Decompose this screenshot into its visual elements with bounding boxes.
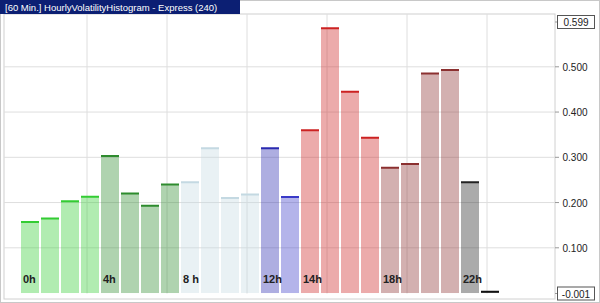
tick-mark: [555, 202, 559, 203]
bar: [221, 198, 239, 293]
category-label: 18h: [383, 273, 402, 285]
tick-label: 0.500: [562, 62, 587, 73]
bar: [101, 156, 119, 293]
bar: [181, 182, 199, 293]
tick-label: 0.599: [563, 17, 588, 28]
bar-cap: [81, 196, 99, 198]
bar-cap: [361, 137, 379, 139]
bar-cap: [341, 91, 359, 93]
category-label: 14h: [303, 273, 322, 285]
category-label: 0h: [23, 273, 36, 285]
bar-cap: [181, 181, 199, 183]
bar-cap: [241, 193, 259, 195]
range-label-box: [558, 16, 595, 29]
bar: [281, 197, 299, 293]
bar: [61, 201, 79, 293]
plot-frame: [4, 14, 555, 299]
bar: [341, 92, 359, 293]
bar-cap: [301, 129, 319, 131]
bar: [301, 130, 319, 293]
bar: [361, 138, 379, 293]
tick-label: -0.001: [562, 289, 591, 300]
bar: [441, 70, 459, 293]
bar: [481, 292, 499, 293]
bar-cap: [281, 196, 299, 198]
bar: [141, 206, 159, 293]
bar-cap: [381, 167, 399, 169]
bar-cap: [201, 147, 219, 149]
bar-cap: [421, 73, 439, 75]
category-label: 22h: [463, 273, 482, 285]
bar: [41, 218, 59, 293]
bar: [241, 194, 259, 293]
tick-label: 0.400: [562, 107, 587, 118]
title-box: [0, 0, 240, 14]
grid-line-vertical: [487, 14, 488, 294]
bars: [21, 28, 499, 293]
tick-mark: [555, 157, 559, 158]
category-label: 8 h: [183, 273, 199, 285]
chart: -0.001 0.100 0.200 0.300 0.400 0.500 0.599 0h 4h…: [0, 0, 600, 303]
bar-cap: [61, 200, 79, 202]
bar-cap: [101, 155, 119, 157]
bar: [401, 164, 419, 293]
tick-label: 0.100: [562, 243, 587, 254]
bar-cap: [461, 181, 479, 183]
title: [60 Min.] HourlyVolatilityHistogram - Ex…: [5, 2, 217, 13]
bar-cap: [21, 221, 39, 223]
border: [1, 1, 600, 303]
bar-cap: [321, 27, 339, 29]
category-label: 12h: [263, 273, 282, 285]
bar: [161, 184, 179, 293]
bar: [321, 28, 339, 293]
tick-label: 0.200: [562, 198, 587, 209]
bar-cap: [481, 291, 499, 293]
bar-cap: [441, 69, 459, 71]
bar-cap: [161, 183, 179, 185]
bar: [261, 148, 279, 293]
bar-cap: [141, 205, 159, 207]
range-label-box: [558, 287, 595, 300]
bar-cap: [261, 147, 279, 149]
bar-cap: [221, 197, 239, 199]
bar: [81, 197, 99, 293]
bar-cap: [41, 217, 59, 219]
bar: [121, 193, 139, 293]
tick-mark: [555, 112, 559, 113]
tick-mark: [555, 66, 559, 67]
tick-mark: [555, 247, 559, 248]
bar-cap: [401, 163, 419, 165]
bar-cap: [121, 192, 139, 194]
bar: [21, 222, 39, 293]
tick-label: 0.300: [562, 152, 587, 163]
bar: [421, 74, 439, 293]
bar: [201, 148, 219, 293]
category-label: 4h: [103, 273, 116, 285]
